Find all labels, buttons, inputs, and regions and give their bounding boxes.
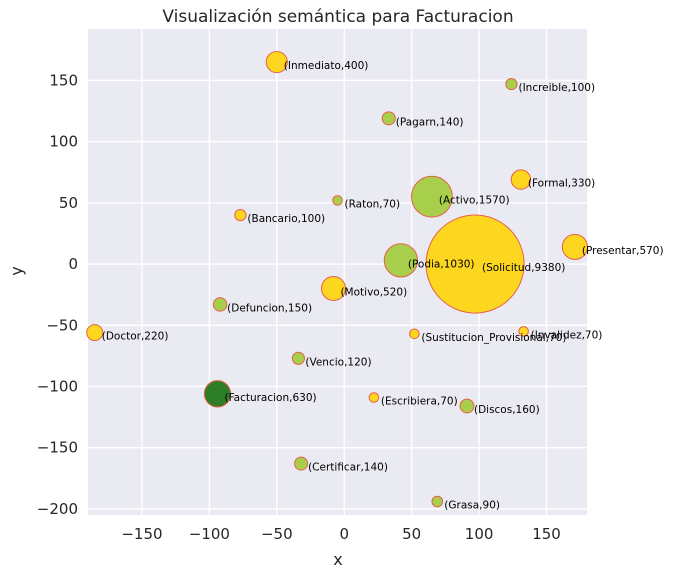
data-point <box>505 77 518 91</box>
data-point-label: (Vencio,120) <box>305 356 371 368</box>
x-tick-label: −50 <box>261 525 293 543</box>
data-point-label: (Facturacion,630) <box>224 392 316 404</box>
data-point <box>410 175 453 218</box>
data-point <box>459 398 475 414</box>
data-point <box>234 208 247 222</box>
x-tick-label: −100 <box>189 525 230 543</box>
data-point-label: (Presentar,570) <box>582 245 664 257</box>
x-tick-label: 50 <box>402 525 421 543</box>
data-point-label: (Bancario,100) <box>247 213 325 225</box>
data-point-label: (Escribiera,70) <box>381 395 458 407</box>
data-point <box>320 276 346 302</box>
data-point <box>332 195 343 206</box>
data-point-label: (Solicitud,9380) <box>482 262 565 274</box>
point-labels: (Inmediato,400) (Increible,100) (Pagarn,14… <box>102 60 664 511</box>
data-point-label: (Invalidez,70) <box>531 329 603 341</box>
y-axis-label: y <box>7 266 26 275</box>
y-tick-label: 50 <box>59 194 78 212</box>
data-point-label: (Certificar,140) <box>308 462 388 474</box>
data-point <box>212 297 228 312</box>
y-tick-label: 100 <box>49 133 78 151</box>
data-point-label: (Discos,160) <box>474 404 540 416</box>
y-tick-label: −50 <box>46 316 78 334</box>
data-point-label: (Sustitucion_Provisional,70) <box>421 332 566 344</box>
y-tick-label: −100 <box>37 377 78 395</box>
data-point-label: (Formal,330) <box>528 178 595 190</box>
data-point <box>409 328 420 340</box>
data-point <box>431 495 444 508</box>
data-point <box>368 392 380 403</box>
data-point <box>518 326 529 337</box>
data-point <box>294 456 309 471</box>
data-point-label: (Grasa,90) <box>444 500 500 512</box>
x-tick-label: 150 <box>532 525 561 543</box>
y-tick-label: 0 <box>68 255 78 273</box>
data-point-label: (Pagarn,140) <box>396 116 464 128</box>
data-point <box>203 380 232 408</box>
data-point <box>383 243 419 278</box>
x-tick-label: −150 <box>121 525 162 543</box>
y-tick-label: −200 <box>37 500 78 518</box>
y-tick-label: −150 <box>37 439 78 457</box>
x-axis-ticks: −150 −100 −50 0 50 100 150 <box>121 525 561 543</box>
y-axis-ticks: 150 100 50 0 −50 −100 −150 −200 <box>37 71 78 517</box>
data-point <box>265 50 288 74</box>
data-point-label: (Raton,70) <box>345 198 401 210</box>
chart-title: Visualización semántica para Facturacion <box>162 7 513 27</box>
data-points <box>86 50 588 508</box>
data-point <box>561 233 588 260</box>
data-point-label: (Defuncion,150) <box>227 302 312 314</box>
data-point <box>86 324 104 342</box>
data-point-label: (Activo,1570) <box>439 195 510 207</box>
data-point <box>381 111 396 126</box>
data-point <box>425 214 525 314</box>
data-point-label: (Increible,100) <box>518 82 595 94</box>
data-point-label: (Inmediato,400) <box>284 60 369 72</box>
x-tick-label: 100 <box>465 525 494 543</box>
data-point <box>510 169 532 190</box>
x-axis-label: x <box>333 550 342 569</box>
x-tick-label: 0 <box>339 525 349 543</box>
data-point-label: (Podia,1030) <box>408 258 475 270</box>
data-point-label: (Doctor,220) <box>102 331 169 343</box>
data-point-label: (Motivo,520) <box>340 287 407 299</box>
data-point <box>291 351 305 365</box>
y-tick-label: 150 <box>49 71 78 89</box>
